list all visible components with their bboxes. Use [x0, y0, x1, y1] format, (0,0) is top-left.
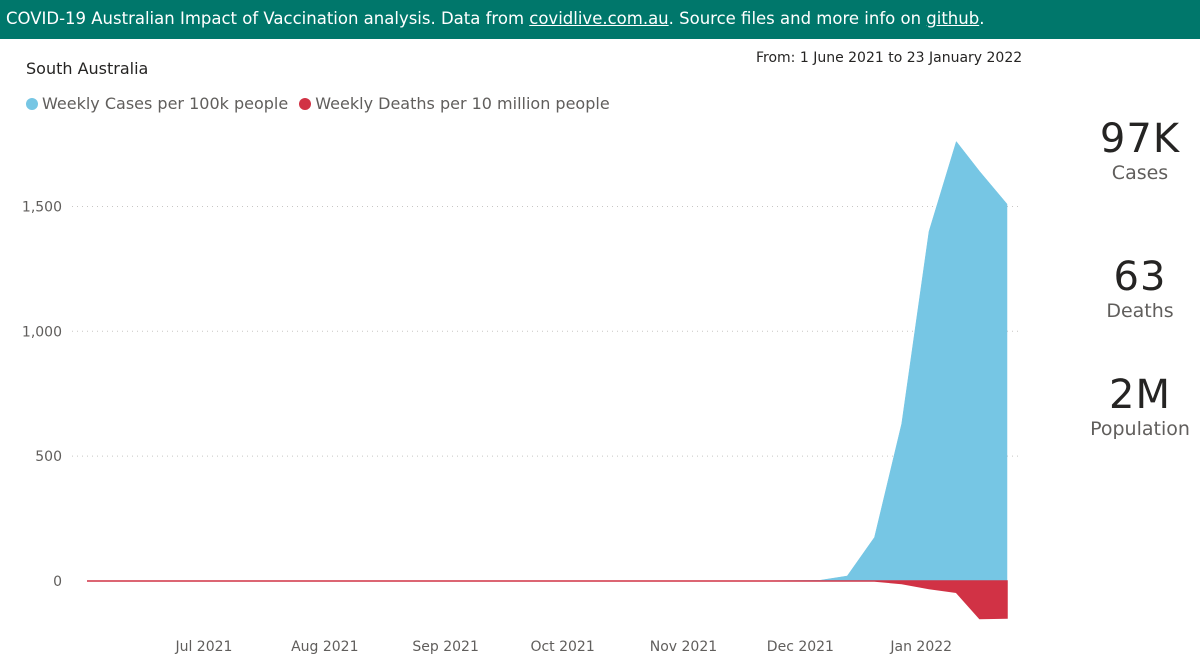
legend-dot-deaths — [299, 98, 312, 110]
x-axis-ticks: Jul 2021 Aug 2021 Sep 2021 Oct 2021 Nov 2021… — [174, 639, 952, 655]
y-tick-label: 1,000 — [22, 324, 62, 340]
kpi-cases-card: 97K Cases — [1080, 117, 1200, 185]
y-tick-label: 1,500 — [22, 199, 62, 215]
kpi-cases-label: Cases — [1111, 162, 1169, 184]
date-range-label: From: 1 June 2021 to 23 January 2022 — [756, 50, 1023, 66]
legend-item-deaths[interactable]: Weekly Deaths per 10 million people — [299, 94, 610, 113]
header-text-3: . — [979, 9, 985, 28]
deaths-area[interactable] — [87, 580, 1008, 620]
x-tick-label: Nov 2021 — [650, 639, 717, 655]
chart-legend: Weekly Cases per 100k people Weekly Deat… — [26, 94, 616, 113]
cases-area[interactable] — [87, 140, 1008, 582]
legend-label-deaths: Weekly Deaths per 10 million people — [315, 94, 610, 113]
legend-item-cases[interactable]: Weekly Cases per 100k people — [26, 94, 288, 113]
x-tick-label: Oct 2021 — [530, 639, 594, 655]
x-tick-label: Jul 2021 — [174, 639, 232, 655]
kpi-population-card: 2M Population — [1080, 373, 1200, 441]
kpi-cases-value: 97K — [1099, 116, 1181, 162]
kpi-population-value: 2M — [1109, 372, 1171, 418]
github-link[interactable]: github — [926, 9, 980, 28]
y-axis-ticks: 0 500 1,000 1,500 — [22, 199, 62, 590]
kpi-deaths-label: Deaths — [1106, 300, 1174, 322]
chart-areas — [87, 140, 1008, 620]
area-chart[interactable]: 0 500 1,000 1,500 Jul 2021 Aug 2021 Sep 2021 O… — [0, 120, 1060, 665]
y-tick-label: 500 — [35, 449, 62, 465]
x-tick-label: Jan 2022 — [889, 639, 952, 655]
legend-dot-cases — [26, 98, 38, 110]
kpi-deaths-value: 63 — [1113, 254, 1167, 300]
header-banner: COVID-19 Australian Impact of Vaccinatio… — [0, 0, 1200, 39]
kpi-population-label: Population — [1090, 418, 1190, 440]
header-text-2: . Source files and more info on — [668, 9, 927, 28]
chart-title: South Australia — [26, 59, 149, 78]
x-tick-label: Aug 2021 — [291, 639, 358, 655]
kpi-deaths-card: 63 Deaths — [1080, 255, 1200, 323]
x-tick-label: Dec 2021 — [767, 639, 834, 655]
y-tick-label: 0 — [53, 574, 62, 590]
gridlines — [72, 205, 1020, 457]
header-text-1: COVID-19 Australian Impact of Vaccinatio… — [6, 9, 530, 28]
x-tick-label: Sep 2021 — [412, 639, 478, 655]
legend-label-cases: Weekly Cases per 100k people — [42, 94, 289, 113]
covidlive-link[interactable]: covidlive.com.au — [529, 9, 669, 28]
